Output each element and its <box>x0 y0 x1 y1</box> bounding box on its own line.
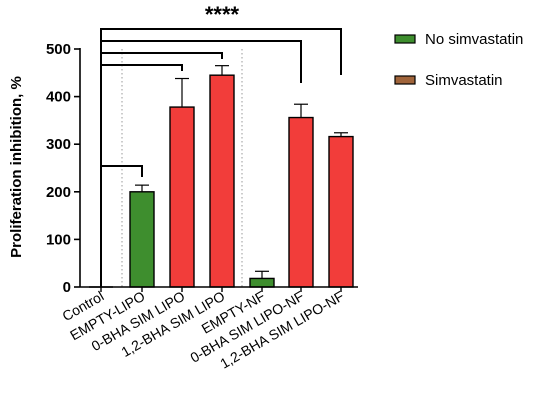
significance-label: **** <box>205 2 240 27</box>
bar-0-bha-sim-lipo-nf <box>288 116 314 288</box>
significance-bracket-1-2-bha-sim-lipo-nf <box>100 28 342 287</box>
legend-label-no-simvastatin: No simvastatin <box>425 31 523 48</box>
y-tick-label: 400 <box>46 89 71 106</box>
y-tick-label: 100 <box>46 231 71 248</box>
y-tick-label: 300 <box>46 136 71 153</box>
bar-empty-lipo <box>129 191 155 288</box>
bar-0-bha-sim-lipo <box>169 106 195 288</box>
y-tick-label: 0 <box>63 279 71 296</box>
legend-swatch-no-simvastatin <box>394 34 416 44</box>
significance-bracket-1-2-bha-sim-lipo <box>100 52 223 287</box>
bar-1-2-bha-sim-lipo <box>209 74 235 288</box>
y-tick-label: 200 <box>46 184 71 201</box>
legend-swatch-simvastatin <box>394 75 416 85</box>
significance-brackets <box>100 28 342 287</box>
legend-label-simvastatin: Simvastatin <box>425 72 503 89</box>
y-tick-label: 500 <box>46 41 71 58</box>
legend: No simvastatin Simvastatin <box>394 31 523 89</box>
y-axis-title: Proliferation inhibition, % <box>8 76 25 258</box>
bars-layer <box>89 49 354 288</box>
bar-empty-nf <box>249 277 275 288</box>
bar-1-2-bha-sim-lipo-nf <box>328 135 354 288</box>
